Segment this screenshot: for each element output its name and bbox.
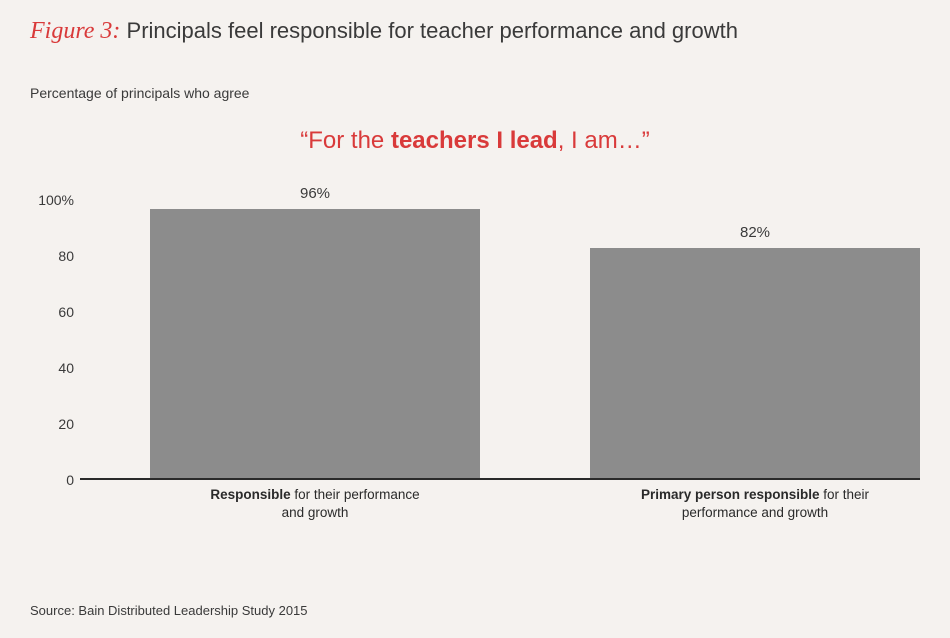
y-tick: 100% xyxy=(30,192,74,208)
quote-bold: teachers I lead xyxy=(391,127,558,154)
y-tick: 40 xyxy=(30,360,74,376)
chart-subtitle: Percentage of principals who agree xyxy=(0,45,950,101)
bar: 96% xyxy=(150,209,480,478)
y-tick: 60 xyxy=(30,304,74,320)
bar-chart: 020406080100% 96%82% Responsible for the… xyxy=(30,200,920,510)
bar-value-label: 82% xyxy=(590,224,920,241)
figure-label: Figure 3: xyxy=(30,18,120,44)
quote-open: “For the xyxy=(300,127,391,154)
y-tick: 0 xyxy=(30,472,74,488)
chart-quote: “For the teachers I lead, I am…” xyxy=(0,127,950,155)
y-tick: 80 xyxy=(30,248,74,264)
figure-title: Principals feel responsible for teacher … xyxy=(120,18,738,43)
plot-area: 96% 82% xyxy=(80,200,920,480)
bar-value-label: 96% xyxy=(150,185,480,202)
y-tick: 20 xyxy=(30,416,74,432)
bar: 82% xyxy=(590,248,920,478)
source-text: Source: Bain Distributed Leadership Stud… xyxy=(30,603,308,618)
category-label: Primary person responsible for theirperf… xyxy=(590,486,920,522)
figure-header: Figure 3: Principals feel responsible fo… xyxy=(0,0,950,45)
category-label: Responsible for their performanceand gro… xyxy=(150,486,480,522)
quote-close: , I am…” xyxy=(558,127,650,154)
